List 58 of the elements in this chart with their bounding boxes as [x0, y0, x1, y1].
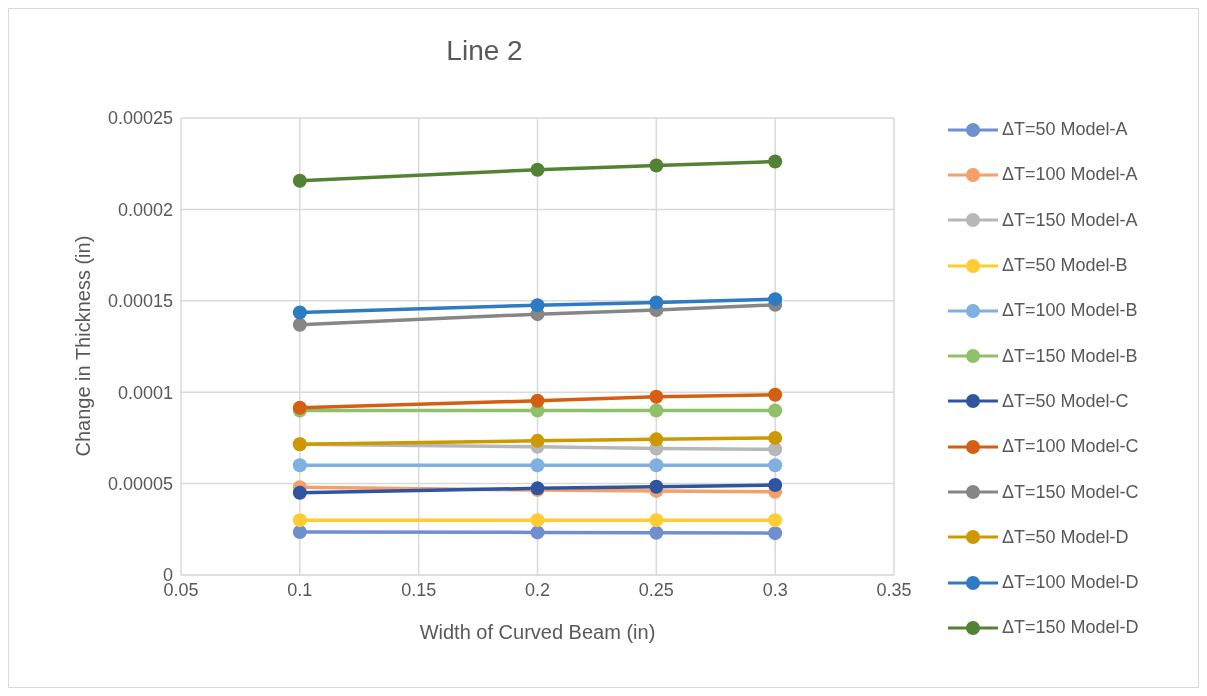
point [530, 393, 545, 408]
legend-label: ΔT=150 Model-B [1002, 345, 1138, 367]
y-tick-label: 0.0001 [117, 382, 173, 403]
legend-label: ΔT=50 Model-C [1002, 390, 1129, 412]
point [768, 513, 783, 528]
point [649, 513, 664, 528]
point [292, 513, 307, 528]
point [768, 478, 783, 493]
point [530, 162, 545, 177]
point [768, 292, 783, 307]
point [292, 525, 307, 540]
y-tick-label: 0.00015 [107, 291, 173, 312]
x-tick-label: 0.1 [287, 579, 313, 600]
point [292, 458, 307, 473]
legend-label: ΔT=100 Model-D [1002, 572, 1139, 594]
chart-title: Line 2 [445, 35, 524, 67]
point [649, 479, 664, 494]
point [292, 317, 307, 332]
point [768, 403, 783, 418]
point [530, 525, 545, 540]
point [649, 389, 664, 404]
point [649, 158, 664, 173]
point [768, 387, 783, 402]
point [768, 458, 783, 473]
legend-label: ΔT=100 Model-B [1002, 300, 1138, 322]
point [649, 432, 664, 447]
point [530, 433, 545, 448]
point [768, 526, 783, 541]
point [768, 154, 783, 169]
point [530, 298, 545, 313]
legend-label: ΔT=100 Model-C [1002, 436, 1139, 458]
y-axis-title: Change in Thickness (in) [72, 235, 95, 457]
legend-label: ΔT=50 Model-B [1002, 255, 1128, 277]
x-tick-label: 0.15 [401, 579, 437, 600]
y-tick-label: 0.00025 [107, 108, 173, 129]
x-axis-title: Width of Curved Beam (in) [419, 621, 656, 643]
x-tick-label: 0.2 [524, 579, 551, 600]
x-tick-label: 0.3 [762, 579, 788, 600]
point [649, 525, 664, 540]
point [530, 513, 545, 528]
point [768, 430, 783, 445]
x-tick-label: 0.35 [876, 579, 912, 600]
point [649, 403, 664, 418]
legend-label: ΔT=50 Model-A [1002, 119, 1128, 141]
point [530, 458, 545, 473]
legend-label: ΔT=150 Model-A [1002, 209, 1138, 231]
legend-label: ΔT=150 Model-C [1002, 481, 1139, 503]
y-tick-label: 0.0002 [117, 199, 173, 220]
point [292, 173, 307, 188]
point [292, 305, 307, 320]
point [649, 295, 664, 310]
y-tick-label: 0.00005 [107, 473, 173, 494]
legend-label: ΔT=100 Model-A [1002, 164, 1138, 186]
legend-label: ΔT=150 Model-D [1002, 617, 1139, 639]
x-tick-label: 0.25 [638, 579, 674, 600]
legend-label: ΔT=50 Model-D [1002, 526, 1129, 548]
point [292, 485, 307, 500]
point [649, 458, 664, 473]
